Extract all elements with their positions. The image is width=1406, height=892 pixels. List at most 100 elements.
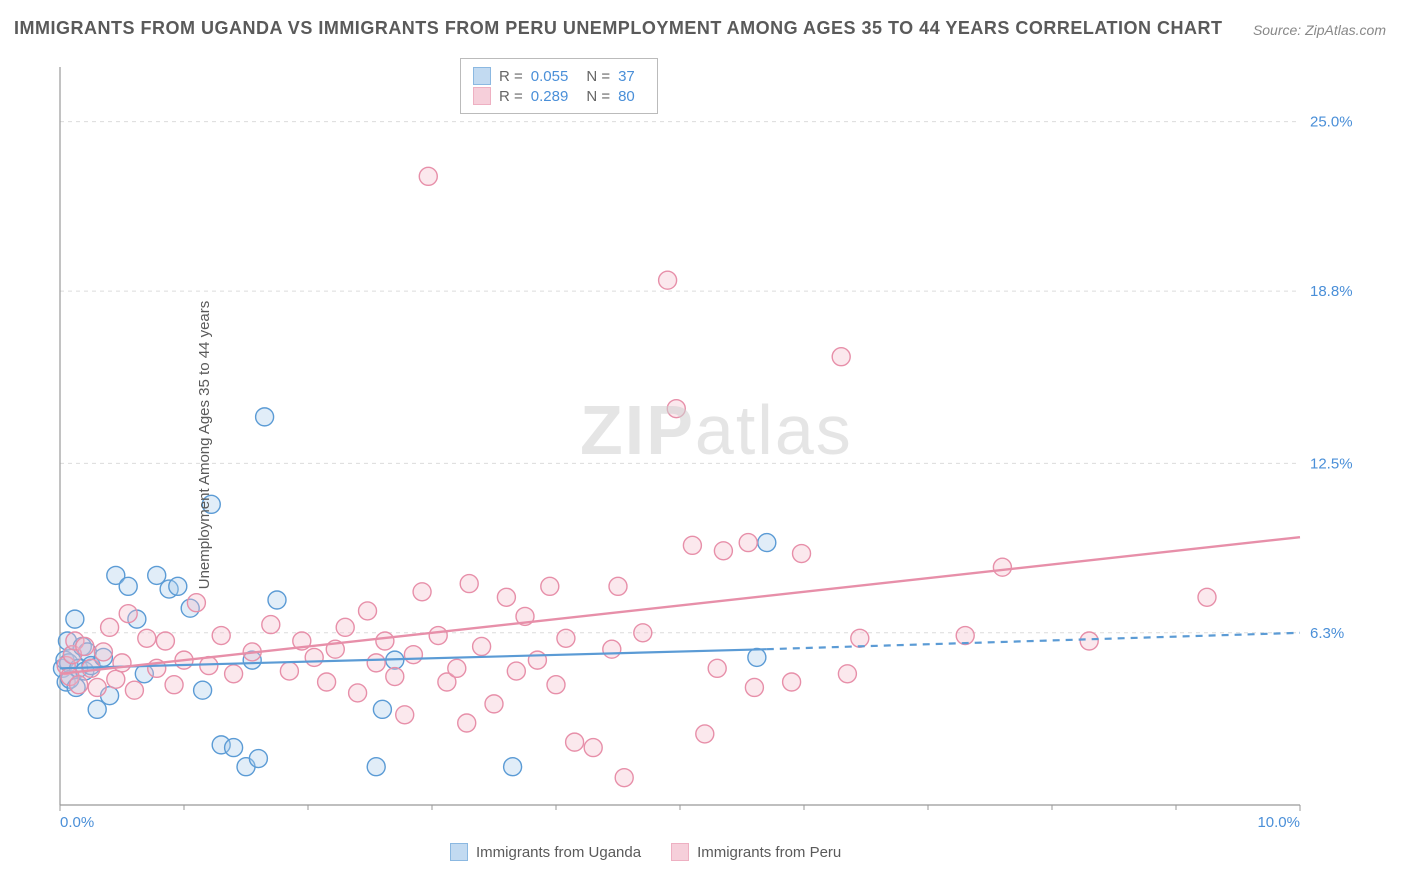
chart-title: IMMIGRANTS FROM UGANDA VS IMMIGRANTS FRO…: [14, 18, 1223, 39]
data-point-peru: [745, 678, 763, 696]
data-point-peru: [156, 632, 174, 650]
data-point-peru: [101, 618, 119, 636]
data-point-peru: [225, 665, 243, 683]
data-point-peru: [429, 627, 447, 645]
data-point-peru: [376, 632, 394, 650]
data-point-peru: [113, 654, 131, 672]
data-point-uganda: [225, 739, 243, 757]
source-label: Source: ZipAtlas.com: [1253, 22, 1386, 38]
n-value: 80: [618, 88, 635, 105]
data-point-peru: [367, 654, 385, 672]
data-point-peru: [541, 577, 559, 595]
data-point-peru: [497, 588, 515, 606]
data-point-peru: [584, 739, 602, 757]
chart-area: Unemployment Among Ages 35 to 44 years 6…: [50, 55, 1360, 835]
x-tick-label: 10.0%: [1257, 814, 1300, 831]
data-point-peru: [187, 594, 205, 612]
data-point-uganda: [256, 408, 274, 426]
data-point-peru: [566, 733, 584, 751]
data-point-uganda: [748, 648, 766, 666]
data-point-peru: [318, 673, 336, 691]
n-value: 37: [618, 68, 635, 85]
data-point-peru: [708, 659, 726, 677]
r-value: 0.055: [531, 68, 569, 85]
data-point-peru: [832, 348, 850, 366]
x-tick-label: 0.0%: [60, 814, 94, 831]
data-point-uganda: [373, 700, 391, 718]
data-point-peru: [212, 627, 230, 645]
data-point-peru: [793, 545, 811, 563]
n-label: N =: [586, 88, 610, 105]
data-point-peru: [557, 629, 575, 647]
legend-stats: R = 0.055 N = 37 R = 0.289 N = 80: [460, 58, 658, 114]
data-point-uganda: [758, 534, 776, 552]
data-point-peru: [603, 640, 621, 658]
legend-stat-row: R = 0.055 N = 37: [473, 67, 645, 85]
data-point-peru: [305, 648, 323, 666]
data-point-peru: [473, 637, 491, 655]
data-point-uganda: [504, 758, 522, 776]
data-point-uganda: [169, 577, 187, 595]
data-point-peru: [460, 575, 478, 593]
data-point-peru: [1080, 632, 1098, 650]
data-point-peru: [359, 602, 377, 620]
data-point-uganda: [194, 681, 212, 699]
data-point-peru: [667, 400, 685, 418]
legend-swatch-peru: [473, 87, 491, 105]
data-point-peru: [138, 629, 156, 647]
data-point-peru: [165, 676, 183, 694]
y-axis-label: Unemployment Among Ages 35 to 44 years: [196, 301, 213, 590]
data-point-peru: [507, 662, 525, 680]
data-point-peru: [993, 558, 1011, 576]
legend-swatch-uganda: [473, 67, 491, 85]
legend-swatch-icon: [671, 843, 689, 861]
data-point-uganda: [249, 750, 267, 768]
r-label: R =: [499, 68, 523, 85]
data-point-peru: [615, 769, 633, 787]
data-point-peru: [280, 662, 298, 680]
legend-label: Immigrants from Uganda: [476, 844, 641, 861]
data-point-peru: [336, 618, 354, 636]
legend-swatch-icon: [450, 843, 468, 861]
legend-item-peru: Immigrants from Peru: [671, 843, 841, 861]
scatter-chart: 6.3%12.5%18.8%25.0%0.0%10.0%: [50, 55, 1360, 835]
trend-line-peru: [60, 537, 1300, 674]
data-point-peru: [659, 271, 677, 289]
data-point-peru: [696, 725, 714, 743]
data-point-peru: [386, 668, 404, 686]
data-point-peru: [783, 673, 801, 691]
data-point-peru: [714, 542, 732, 560]
data-point-peru: [94, 643, 112, 661]
r-label: R =: [499, 88, 523, 105]
data-point-peru: [485, 695, 503, 713]
y-tick-label: 25.0%: [1310, 114, 1353, 131]
data-point-uganda: [119, 577, 137, 595]
data-point-uganda: [268, 591, 286, 609]
n-label: N =: [586, 68, 610, 85]
data-point-peru: [413, 583, 431, 601]
data-point-peru: [838, 665, 856, 683]
data-point-peru: [683, 536, 701, 554]
data-point-peru: [349, 684, 367, 702]
data-point-peru: [956, 627, 974, 645]
legend-stat-row: R = 0.289 N = 80: [473, 87, 645, 105]
data-point-uganda: [367, 758, 385, 776]
data-point-peru: [458, 714, 476, 732]
data-point-peru: [851, 629, 869, 647]
data-point-peru: [634, 624, 652, 642]
data-point-peru: [76, 637, 94, 655]
trend-line-uganda-dash: [767, 633, 1300, 649]
r-value: 0.289: [531, 88, 569, 105]
y-tick-label: 12.5%: [1310, 455, 1353, 472]
data-point-peru: [528, 651, 546, 669]
data-point-peru: [739, 534, 757, 552]
data-point-peru: [404, 646, 422, 664]
data-point-peru: [547, 676, 565, 694]
data-point-peru: [262, 616, 280, 634]
data-point-peru: [1198, 588, 1216, 606]
y-tick-label: 6.3%: [1310, 625, 1344, 642]
data-point-peru: [107, 670, 125, 688]
data-point-peru: [396, 706, 414, 724]
data-point-peru: [448, 659, 466, 677]
data-point-peru: [125, 681, 143, 699]
